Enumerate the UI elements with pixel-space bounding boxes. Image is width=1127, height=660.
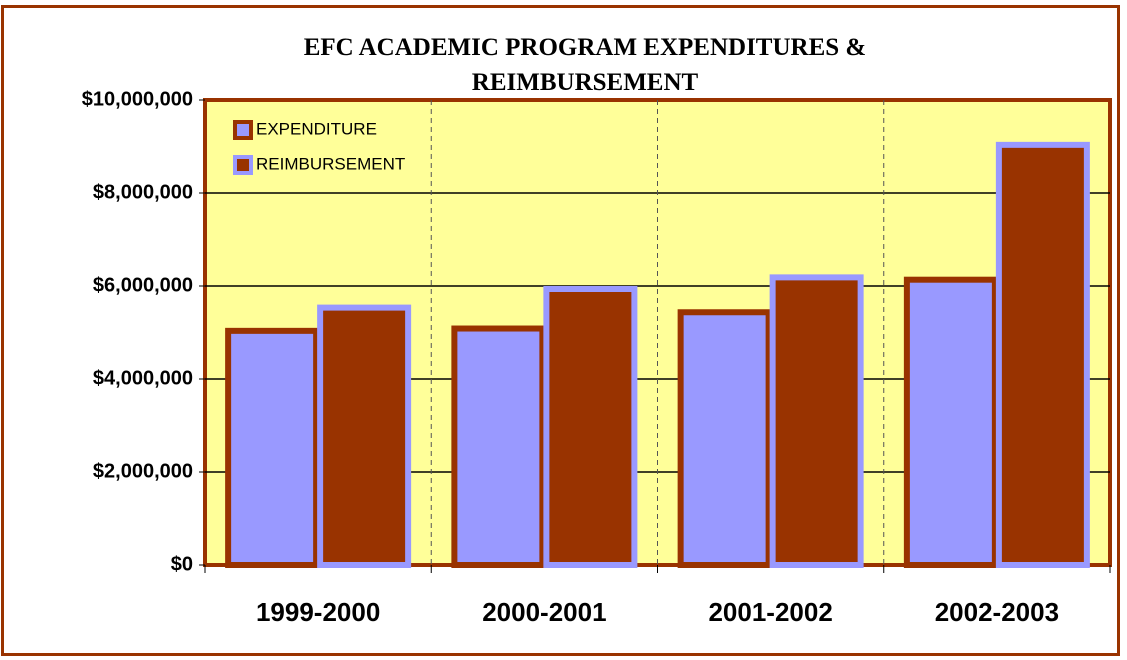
legend-label: REIMBURSEMENT	[256, 154, 405, 173]
bar	[317, 304, 412, 568]
y-tick-label: $6,000,000	[93, 274, 193, 296]
legend-label: EXPENDITURE	[256, 119, 377, 138]
y-tick-label: $8,000,000	[93, 181, 193, 203]
legend-swatch	[233, 155, 253, 175]
bar	[903, 276, 998, 568]
bar	[995, 141, 1090, 568]
y-tick-label: $2,000,000	[93, 460, 193, 482]
chart-title: EFC ACADEMIC PROGRAM EXPENDITURES & REIM…	[303, 34, 867, 96]
bar	[225, 327, 320, 568]
x-tick-label: 2001-2002	[708, 597, 832, 627]
bar	[769, 274, 864, 568]
y-tick-label: $0	[171, 553, 193, 575]
legend-swatch	[233, 120, 253, 140]
bar	[451, 325, 546, 568]
y-tick-label: $10,000,000	[82, 88, 193, 110]
y-tick-label: $4,000,000	[93, 367, 193, 389]
chart-frame	[1, 5, 1120, 656]
bar	[677, 309, 772, 568]
x-tick-label: 2002-2003	[935, 597, 1059, 627]
x-tick-label: 1999-2000	[256, 597, 380, 627]
bar	[543, 286, 638, 568]
x-tick-label: 2000-2001	[482, 597, 606, 627]
